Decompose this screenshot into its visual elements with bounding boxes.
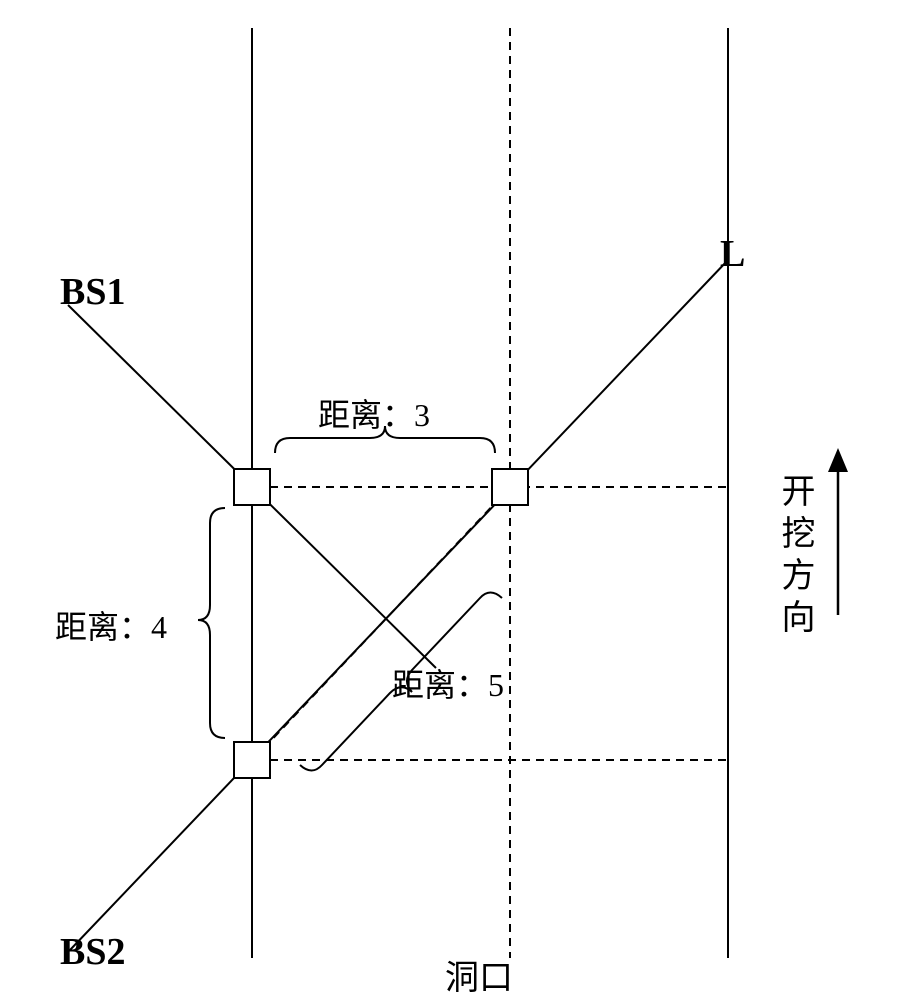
label-L-text: L — [720, 233, 745, 275]
direction-arrow-head — [828, 448, 848, 472]
brace-dist4 — [198, 508, 225, 738]
label-dist4: 距离：4 — [55, 602, 167, 648]
label-L: L — [720, 232, 745, 276]
label-bs1-text: BS1 — [60, 271, 125, 313]
label-dist3-text: 距离：3 — [318, 397, 430, 433]
line-bs2-L-diagonal — [70, 260, 728, 950]
node-bs1 — [234, 469, 270, 505]
label-bs2: BS2 — [60, 930, 125, 974]
label-direction-text: 开挖方向 — [776, 473, 813, 641]
label-opening-text: 洞口 — [445, 960, 513, 997]
node-bs2 — [234, 742, 270, 778]
label-bs1: BS1 — [60, 270, 125, 314]
label-dist5: 距离：5 — [392, 660, 504, 706]
label-dist3: 距离：3 — [318, 390, 430, 436]
label-opening: 洞口 — [445, 950, 513, 999]
label-dist4-text: 距离：4 — [55, 609, 167, 645]
tunnel-diagram: BS1 BS2 L 距离：3 距离：4 距离：5 洞口 开挖方向 — [0, 0, 919, 1000]
node-L — [492, 469, 528, 505]
label-direction: 开挖方向 — [770, 473, 819, 641]
label-bs2-text: BS2 — [60, 931, 125, 973]
label-dist5-text: 距离：5 — [392, 667, 504, 703]
